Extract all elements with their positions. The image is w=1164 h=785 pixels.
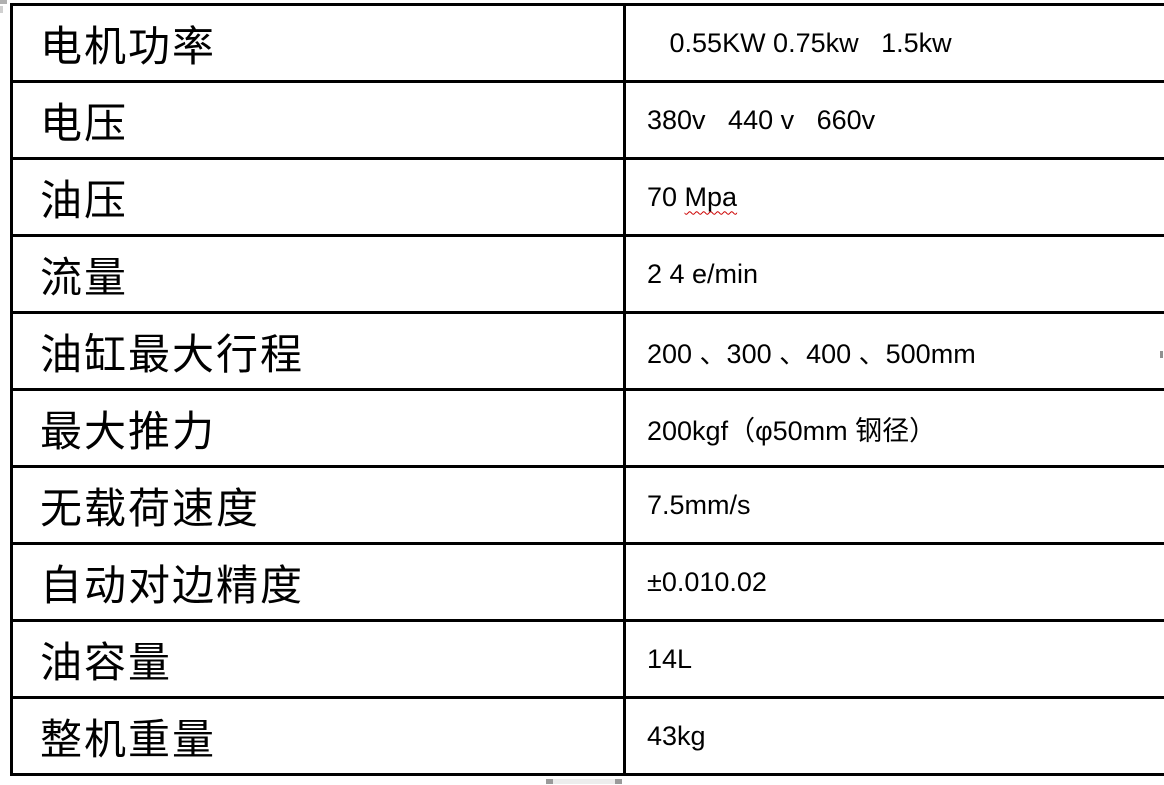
scrollbar-thumb-left-cap <box>546 779 553 784</box>
spec-value-cell: 2 4 e/min <box>623 234 1164 314</box>
spec-label-cell: 无载荷速度 <box>10 465 626 545</box>
spec-value: 70 <box>647 181 685 212</box>
table-row-oil-pressure: 油压 70 Mpa <box>10 157 1164 237</box>
spec-value-cell: 14L <box>623 619 1164 699</box>
horizontal-scrollbar-thumb[interactable] <box>546 779 622 784</box>
spec-value-cell: 0.55KW 0.75kw 1.5kw <box>623 3 1164 83</box>
table-row-oil-capacity: 油容量 14L <box>10 619 1164 699</box>
spec-label-cell: 油缸最大行程 <box>10 311 626 391</box>
spec-value: 0.55KW 0.75kw 1.5kw <box>647 27 952 58</box>
spec-value: 200 、300 、400 、500mm <box>647 338 976 369</box>
spec-label-cell: 最大推力 <box>10 388 626 468</box>
spec-label-cell: 油容量 <box>10 619 626 699</box>
spec-label-cell: 电机功率 <box>10 3 626 83</box>
spec-value: 2 4 e/min <box>647 258 759 289</box>
table-row-motor-power: 电机功率 0.55KW 0.75kw 1.5kw <box>10 3 1164 83</box>
spec-label-cell: 流量 <box>10 234 626 314</box>
spec-label: 流量 <box>40 252 129 302</box>
scrollbar-thumb-right-cap <box>615 779 622 784</box>
spec-label: 电机功率 <box>40 21 217 71</box>
spec-value: 7.5mm/s <box>647 489 751 520</box>
right-edge-tick <box>1160 351 1163 358</box>
spec-value: ±0.010.02 <box>647 566 767 597</box>
spec-value-cell: 43kg <box>623 696 1164 776</box>
spec-label: 最大推力 <box>40 406 217 456</box>
table-row-auto-edge-precision: 自动对边精度 ±0.010.02 <box>10 542 1164 622</box>
spec-value-cell: 200 、300 、400 、500mm <box>623 311 1164 391</box>
spec-label: 无载荷速度 <box>40 483 261 533</box>
table-row-max-cylinder-stroke: 油缸最大行程 200 、300 、400 、500mm <box>10 311 1164 391</box>
spec-label: 油压 <box>40 175 129 225</box>
spec-value: 200kgf（φ50mm 钢径） <box>647 415 937 446</box>
spec-label: 自动对边精度 <box>40 560 305 610</box>
spec-value-cell: 200kgf（φ50mm 钢径） <box>623 388 1164 468</box>
spec-label: 油容量 <box>40 637 173 687</box>
spec-value-cell: 7.5mm/s <box>623 465 1164 545</box>
spec-value-cell: ±0.010.02 <box>623 542 1164 622</box>
table-row-flow-rate: 流量 2 4 e/min <box>10 234 1164 314</box>
table-row-no-load-speed: 无载荷速度 7.5mm/s <box>10 465 1164 545</box>
table-row-max-thrust: 最大推力 200kgf（φ50mm 钢径） <box>10 388 1164 468</box>
spec-label-cell: 整机重量 <box>10 696 626 776</box>
spec-value-cell: 380v 440 v 660v <box>623 80 1164 160</box>
table-row-voltage: 电压 380v 440 v 660v <box>10 80 1164 160</box>
spec-table: 电机功率 0.55KW 0.75kw 1.5kw 电压 380v 440 v 6… <box>10 3 1164 776</box>
spec-value: 43kg <box>647 720 706 751</box>
spec-label-cell: 油压 <box>10 157 626 237</box>
spec-value-cell: 70 Mpa <box>623 157 1164 237</box>
spec-value: 14L <box>647 643 693 674</box>
spec-value-misspelled: Mpa <box>684 181 738 212</box>
spec-label-cell: 电压 <box>10 80 626 160</box>
spec-label: 电压 <box>40 98 129 148</box>
spec-label: 整机重量 <box>40 714 217 764</box>
table-row-total-weight: 整机重量 43kg <box>10 696 1164 776</box>
corner-artifact-small <box>0 6 3 13</box>
corner-artifact <box>0 0 7 4</box>
spec-value: 380v 440 v 660v <box>647 104 876 135</box>
spec-label: 油缸最大行程 <box>40 329 305 379</box>
spec-label-cell: 自动对边精度 <box>10 542 626 622</box>
